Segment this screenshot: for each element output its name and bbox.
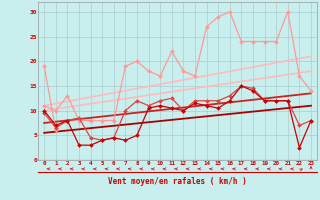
X-axis label: Vent moyen/en rafales ( km/h ): Vent moyen/en rafales ( km/h )	[108, 178, 247, 186]
